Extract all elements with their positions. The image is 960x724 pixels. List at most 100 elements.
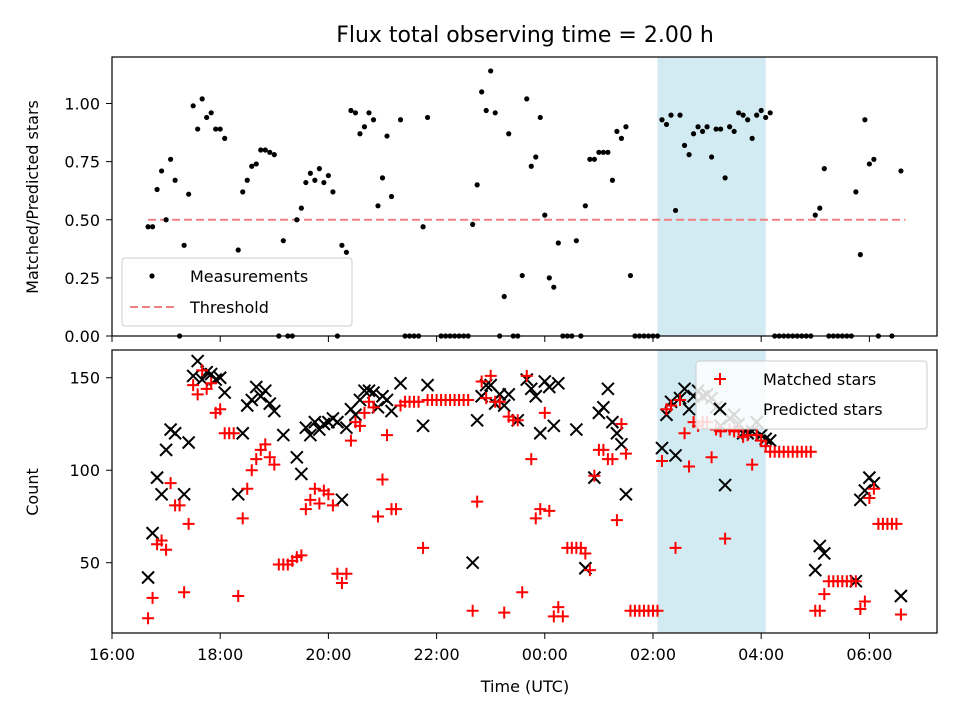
- measurement-point: [614, 128, 620, 134]
- matched-star-point: [182, 517, 195, 530]
- measurement-point: [190, 103, 196, 109]
- measurement-point: [154, 186, 160, 193]
- matched-star-point: [579, 547, 592, 560]
- top-y-tick-label: 0.00: [64, 327, 100, 346]
- measurement-point: [339, 242, 345, 248]
- matched-star-point: [173, 499, 186, 512]
- measurement-point: [294, 217, 300, 223]
- top-x-axis-ticks: [111, 336, 870, 342]
- measurement-point: [168, 156, 174, 162]
- measurement-point: [343, 249, 350, 255]
- bottom-x-tick-label: 16:00: [89, 645, 135, 664]
- measurement-point: [298, 205, 304, 211]
- matched-star-point: [619, 447, 632, 460]
- measurement-point: [866, 161, 872, 167]
- measurement-point: [249, 163, 255, 169]
- measurement-point: [267, 149, 273, 155]
- measurement-point: [303, 179, 309, 186]
- matched-star-point: [556, 610, 569, 623]
- matched-star-point: [858, 595, 871, 608]
- measurement-point: [244, 177, 250, 183]
- measurement-point: [713, 126, 719, 132]
- top-y-tick-label: 0.75: [64, 153, 100, 172]
- measurement-point: [672, 207, 679, 214]
- measurement-point: [235, 247, 241, 253]
- predicted-star-point: [263, 396, 277, 411]
- matched-star-point: [268, 458, 281, 471]
- measurement-point: [853, 189, 859, 195]
- measurement-point: [699, 128, 706, 134]
- measurement-point: [591, 156, 597, 162]
- predicted-star-point: [682, 402, 696, 416]
- matched-star-point: [525, 453, 538, 466]
- measurement-point: [312, 177, 318, 183]
- matched-star-point: [583, 564, 596, 577]
- matched-star-point: [164, 477, 177, 490]
- matched-star-point: [493, 395, 506, 408]
- measurement-point: [537, 114, 543, 121]
- matched-star-point: [665, 399, 678, 412]
- predicted-star-point: [619, 487, 633, 501]
- matched-star-point: [313, 497, 326, 510]
- matched-star-point: [295, 549, 308, 562]
- matched-star-point: [606, 453, 619, 466]
- measurement-point: [172, 177, 178, 183]
- predicted-star-point: [808, 563, 822, 577]
- matched-star-point: [259, 438, 272, 451]
- matched-star-point: [511, 414, 524, 427]
- matched-star-point: [390, 503, 403, 516]
- measurement-point: [763, 114, 769, 121]
- predicted-star-point: [177, 487, 191, 501]
- measurement-point: [623, 124, 629, 130]
- matched-star-point: [543, 504, 556, 517]
- predicted-star-point: [655, 441, 669, 455]
- measurement-point: [163, 217, 169, 223]
- measurement-point: [758, 107, 764, 114]
- predicted-star-point: [181, 435, 196, 450]
- measurement-point: [195, 126, 201, 132]
- predicted-star-point: [817, 546, 832, 561]
- matched-stars-series: [142, 364, 907, 625]
- predicted-star-point: [502, 387, 516, 402]
- measurement-point: [587, 156, 593, 162]
- measurement-point: [582, 203, 588, 209]
- matched-star-point: [155, 534, 168, 547]
- measurement-point: [745, 117, 751, 123]
- measurement-point: [222, 135, 228, 141]
- predicted-star-point: [529, 389, 543, 403]
- matched-star-point: [890, 517, 903, 530]
- bottom-x-tick-label: 20:00: [305, 645, 351, 664]
- bottom-y-tick-label: 100: [69, 461, 100, 480]
- predicted-star-point: [465, 556, 480, 570]
- measurement-point: [262, 147, 268, 153]
- predicted-star-point: [150, 470, 164, 485]
- matched-star-point: [520, 369, 533, 382]
- bottom-x-tick-label: 06:00: [846, 645, 892, 664]
- measurement-point: [483, 107, 489, 114]
- predicted-star-point: [668, 448, 683, 463]
- matched-star-point: [538, 406, 551, 419]
- legend-predicted-label: Predicted stars: [763, 400, 883, 419]
- bottom-legend-box: [695, 360, 928, 430]
- measurement-point: [474, 182, 480, 188]
- top-y-tick-label: 1.00: [64, 95, 100, 114]
- measurement-point: [375, 203, 381, 209]
- legend-threshold-label: Threshold: [189, 298, 269, 317]
- bottom-x-tick-label: 02:00: [630, 645, 676, 664]
- matched-star-point: [376, 473, 389, 486]
- matched-star-point: [241, 482, 254, 495]
- measurement-point: [240, 189, 246, 195]
- bottom-plot-frame: [111, 349, 938, 634]
- matched-star-point: [813, 604, 826, 617]
- predicted-star-point: [330, 415, 345, 429]
- measurement-point: [812, 212, 818, 218]
- predicted-star-point: [348, 408, 363, 422]
- predicted-star-point: [231, 487, 245, 501]
- predicted-star-point: [416, 419, 430, 433]
- matched-star-point: [863, 491, 876, 504]
- measurement-point: [321, 179, 327, 186]
- measurement-point: [686, 152, 692, 158]
- predicted-star-point: [249, 380, 263, 394]
- bottom-x-axis-label: Time (UTC): [480, 677, 569, 696]
- measurement-point: [519, 272, 525, 279]
